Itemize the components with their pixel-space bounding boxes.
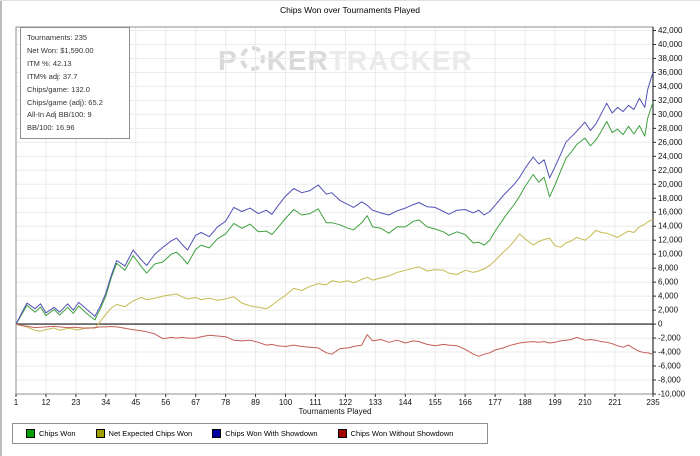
window-top-border [0,0,700,1]
watermark-p: P [218,45,238,76]
series-line-chips-won-with-showdown [15,72,654,325]
x-tick-label: 12 [41,398,50,407]
x-tick-label: 78 [221,398,230,407]
series-line-chips-won [15,102,654,325]
y-tick-label: 10,000 [658,250,683,259]
stat-chips-per-game-adj: Chips/game (adj): 65.2 [27,97,103,107]
x-tick-label: 155 [429,398,443,407]
y-tick-label: -10,000 [658,390,686,399]
legend-item-chips-won-without-showdown: Chips Won Without Showdown [337,429,453,438]
y-tick-label: 38,000 [658,54,683,63]
watermark-ker: KER [266,45,329,76]
y-tick-label: 20,000 [658,180,683,189]
window-left-border [0,0,2,456]
legend-item-chips-won-with-showdown: Chips Won With Showdown [212,429,318,438]
x-tick-label: 100 [279,398,293,407]
stat-net-won: Net Won: $1,590.00 [27,45,94,55]
y-tick-label: 16,000 [658,208,683,217]
y-tick-label: 14,000 [658,222,683,231]
series-line-net-expected-chips-won [15,218,654,332]
x-tick-label: 1 [14,398,19,407]
chart-title: Chips Won over Tournaments Played [279,5,420,15]
x-tick-label: 67 [191,398,200,407]
x-tick-label: 177 [488,398,502,407]
y-tick-label: 30,000 [658,110,683,119]
x-tick-label: 122 [339,398,353,407]
y-tick-label: 6,000 [658,278,679,287]
y-tick-label: 22,000 [658,166,683,175]
x-tick-label: 199 [548,398,562,407]
y-tick-label: 0 [658,320,663,329]
x-tick-label: 34 [101,398,110,407]
x-tick-label: 166 [458,398,472,407]
y-tick-label: 36,000 [658,68,683,77]
x-axis-title: Tournaments Played [298,407,372,416]
y-tick-label: 8,000 [658,264,679,273]
x-tick-label: 144 [399,398,413,407]
x-tick-label: 188 [518,398,532,407]
legend-item-chips-won: Chips Won [26,429,76,438]
chart-legend: Chips Won Net Expected Chips Won Chips W… [12,423,488,444]
legend-swatch-chips-won-with-showdown [212,429,222,438]
x-tick-label: 56 [161,398,170,407]
y-tick-label: 28,000 [658,124,683,133]
y-tick-label: 40,000 [658,40,683,49]
session-stats-box: Tournaments: 235 Net Won: $1,590.00 ITM … [20,27,130,140]
y-tick-label: -6,000 [658,362,681,371]
stat-chips-per-game: Chips/game: 132.0 [27,84,90,94]
legend-swatch-net-expected-chips-won [95,429,105,438]
x-tick-label: 235 [646,398,660,407]
x-tick-label: 210 [578,398,592,407]
y-tick-label: 32,000 [658,96,683,105]
series-line-chips-won-without-showdown [15,323,654,357]
x-tick-label: 221 [608,398,622,407]
y-tick-label: 12,000 [658,236,683,245]
x-tick-label: 89 [251,398,260,407]
x-tick-label: 133 [369,398,383,407]
watermark-tracker: TRACKER [328,45,473,76]
legend-item-net-expected-chips-won: Net Expected Chips Won [95,429,192,438]
legend-swatch-chips-won-without-showdown [337,429,347,438]
stat-bb-100: BB/100: 16.96 [27,123,75,133]
y-tick-label: -4,000 [658,348,681,357]
y-tick-label: 18,000 [658,194,683,203]
y-tick-label: 42,000 [658,26,683,35]
stat-itm-adj: ITM% adj: 37.7 [27,71,78,81]
y-tick-label: 34,000 [658,82,683,91]
y-tick-label: -8,000 [658,376,681,385]
stat-tournaments: Tournaments: 235 [27,33,88,42]
stat-itm-pct: ITM %: 42.13 [27,58,72,68]
y-tick-label: 4,000 [658,292,679,301]
x-tick-label: 23 [71,398,80,407]
x-tick-label: 111 [309,398,322,407]
y-tick-label: -2,000 [658,334,681,343]
y-tick-label: 24,000 [658,152,683,161]
y-tick-label: 26,000 [658,138,683,147]
y-tick-label: 2,000 [658,306,679,315]
x-tick-label: 45 [131,398,140,407]
stat-allin-adj-bb: All-In Adj BB/100: 9 [27,110,92,120]
pokertracker-watermark: P KERTRACKER [218,45,473,77]
legend-swatch-chips-won [26,429,35,438]
